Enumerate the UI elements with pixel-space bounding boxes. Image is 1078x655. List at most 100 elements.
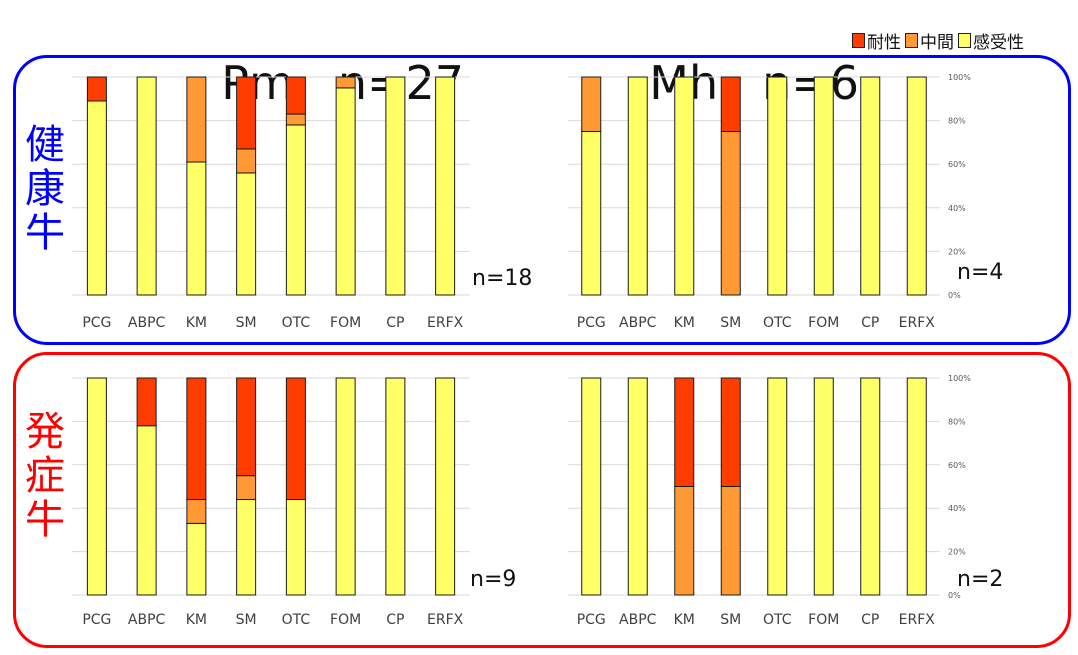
panel-healthy [13, 55, 1071, 345]
legend-swatch-intermediate [905, 33, 918, 48]
bar-segment-OTC [285, 76, 306, 115]
x-tick-label: OTC [282, 315, 311, 331]
bar-segment-FOM [335, 377, 356, 596]
bar-segment-SM [720, 377, 741, 487]
bar-segment-ABPC [136, 377, 157, 427]
bar-segment-KM [186, 522, 207, 596]
x-tick-label: FOM [330, 612, 361, 628]
y-tick-label: 40% [948, 504, 966, 513]
bar-segment-ERFX [906, 377, 927, 596]
bar-segment-SM [720, 486, 741, 596]
bar-segment-PCG [86, 100, 107, 296]
bar-segment-PCG [581, 377, 602, 596]
y-tick-label: 60% [948, 461, 966, 470]
bar-segment-OTC [285, 113, 306, 126]
legend-label-intermediate: 中間 [920, 33, 954, 53]
legend-swatch-resistant [852, 33, 865, 48]
bar-segment-SM [236, 76, 257, 150]
legend-swatch-susceptible [958, 33, 971, 48]
bar-segment-KM [186, 161, 207, 296]
bar-segment-PCG [581, 131, 602, 296]
y-tick-label: 80% [948, 117, 966, 126]
bar-segment-ABPC [136, 425, 157, 596]
x-tick-label: ABPC [128, 315, 166, 331]
x-tick-label: KM [674, 315, 695, 331]
bar-segment-FOM [813, 76, 834, 296]
x-tick-label: SM [236, 315, 257, 331]
bar-segment-KM [674, 76, 695, 296]
legend-label-resistant: 耐性 [867, 33, 901, 53]
bar-segment-KM [674, 486, 695, 596]
bar-segment-OTC [285, 377, 306, 501]
bar-segment-KM [186, 499, 207, 524]
x-tick-label: KM [674, 612, 695, 628]
x-tick-label: KM [186, 612, 207, 628]
x-tick-label: PCG [577, 612, 606, 628]
n-label-pm-sick: n=9 [470, 567, 517, 592]
x-tick-label: OTC [282, 612, 311, 628]
bar-segment-KM [186, 377, 207, 501]
bar-segment-ERFX [906, 76, 927, 296]
y-tick-label: 0% [948, 291, 961, 300]
bar-segment-OTC [285, 499, 306, 596]
x-tick-label: FOM [330, 315, 361, 331]
row-label-healthy: 健康牛 [25, 122, 65, 256]
bar-segment-KM [674, 377, 695, 487]
bar-segment-ERFX [435, 377, 456, 596]
chart-mh-healthy: 0% 20% 40% 60% 80% 100% PCG ABPC KM SM OTC FOM CP ERF… [568, 73, 971, 331]
y-tick-label: 80% [948, 417, 966, 426]
panel-sick [13, 352, 1071, 648]
bar-segment-PCG [581, 76, 602, 132]
bar-segment-SM [236, 475, 257, 501]
x-tick-label: ERFX [427, 315, 464, 331]
bar-segment-SM [720, 131, 741, 296]
bar-segment-CP [385, 76, 406, 296]
n-label-mh-sick: n=2 [957, 567, 1004, 592]
bar-segment-OTC [285, 124, 306, 296]
n-label-mh-healthy: n=4 [957, 260, 1004, 285]
bar-segment-SM [236, 499, 257, 596]
row-label-sick: 発症牛 [25, 409, 65, 543]
bar-segment-ABPC [627, 76, 648, 296]
x-tick-label: CP [386, 315, 404, 331]
x-tick-label: PCG [577, 315, 606, 331]
x-tick-label: CP [861, 315, 879, 331]
bar-segment-ABPC [136, 76, 157, 296]
x-tick-label: ABPC [619, 315, 657, 331]
bar-segment-FOM [335, 76, 356, 89]
x-tick-label: CP [861, 612, 879, 628]
legend: 耐性 中間 感受性 [852, 28, 1028, 53]
bar-segment-CP [860, 377, 881, 596]
bar-segment-SM [236, 148, 257, 174]
bar-segment-ERFX [435, 76, 456, 296]
y-tick-label: 20% [948, 247, 966, 256]
legend-label-susceptible: 感受性 [973, 33, 1024, 53]
x-tick-label: ERFX [899, 315, 936, 331]
x-tick-label: KM [186, 315, 207, 331]
bar-segment-CP [860, 76, 881, 296]
x-tick-label: CP [386, 612, 404, 628]
chart-pm-healthy: PCG ABPC KM SM OTC FOM CP ERFX [72, 76, 470, 331]
bar-segment-OTC [767, 76, 788, 296]
x-tick-label: SM [236, 612, 257, 628]
y-tick-label: 0% [948, 591, 961, 600]
x-tick-label: PCG [82, 315, 111, 331]
x-tick-label: OTC [763, 612, 792, 628]
bar-segment-OTC [767, 377, 788, 596]
bar-segment-SM [720, 76, 741, 132]
x-tick-label: ERFX [899, 612, 936, 628]
x-tick-label: SM [720, 612, 741, 628]
x-tick-label: FOM [808, 612, 839, 628]
chart-mh-sick: 0% 20% 40% 60% 80% 100% PCG ABPC KM SM OTC FOM CP ERF… [568, 374, 971, 628]
y-tick-label: 60% [948, 160, 966, 169]
y-tick-label: 20% [948, 548, 966, 557]
x-tick-label: ABPC [128, 612, 166, 628]
bar-segment-KM [186, 76, 207, 163]
title-pm-name: Pm [221, 56, 294, 110]
bar-segment-ABPC [627, 377, 648, 596]
x-tick-label: ERFX [427, 612, 464, 628]
bar-segment-SM [236, 377, 257, 477]
n-label-pm-healthy: n=18 [472, 266, 533, 291]
x-tick-label: SM [720, 315, 741, 331]
